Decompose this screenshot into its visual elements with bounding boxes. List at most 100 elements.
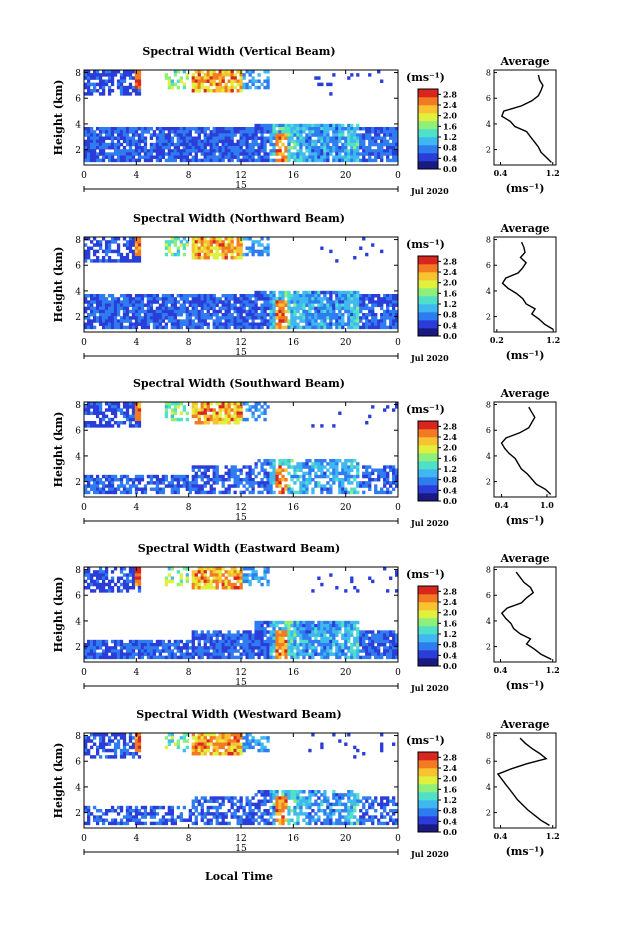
heatmap-cell xyxy=(162,300,165,303)
heatmap-cell xyxy=(302,634,305,637)
heatmap-cell xyxy=(311,130,314,133)
heatmap-cell xyxy=(257,80,260,83)
heatmap-cell xyxy=(359,640,362,643)
heatmap-cell xyxy=(326,300,329,303)
heatmap-cell xyxy=(248,408,251,411)
heatmap-cell xyxy=(117,137,120,140)
heatmap-cell xyxy=(290,294,293,297)
heatmap-cell xyxy=(314,637,317,640)
heatmap-cell xyxy=(314,310,317,313)
heatmap-cell xyxy=(204,472,207,475)
heatmap-cell xyxy=(302,159,305,162)
heatmap-cell xyxy=(228,646,231,649)
heatmap-cell xyxy=(108,405,111,408)
heatmap-cell xyxy=(189,653,192,656)
heatmap-cell xyxy=(105,323,108,326)
heatmap-cell xyxy=(219,577,222,580)
heatmap-cell xyxy=(338,646,341,649)
heatmap-cell xyxy=(362,237,365,240)
colorbar-swatch xyxy=(418,256,438,264)
heatmap-cell xyxy=(269,481,272,484)
heatmap-cell xyxy=(374,304,377,307)
heatmap-cell xyxy=(308,656,311,659)
heatmap-cell xyxy=(266,567,269,570)
heatmap-cell xyxy=(257,472,260,475)
heatmap-cell xyxy=(323,159,326,162)
heatmap-cell xyxy=(347,297,350,300)
heatmap-cell xyxy=(308,297,311,300)
heatmap-cell xyxy=(156,649,159,652)
heatmap-cell xyxy=(389,577,392,580)
heatmap-cell xyxy=(129,491,132,494)
heatmap-cell xyxy=(102,297,105,300)
heatmap-cell xyxy=(350,653,353,656)
heatmap-cell xyxy=(237,237,240,240)
heatmap-cell xyxy=(320,621,323,624)
heatmap-cell xyxy=(275,649,278,652)
heatmap-cell xyxy=(105,567,108,570)
heatmap-cell xyxy=(132,567,135,570)
heatmap-cell xyxy=(353,624,356,627)
heatmap-cell xyxy=(144,152,147,155)
heatmap-cell xyxy=(353,326,356,329)
heatmap-cell xyxy=(329,294,332,297)
heatmap-cell xyxy=(329,459,332,462)
heatmap-cell xyxy=(350,649,353,652)
heatmap-cell xyxy=(323,624,326,627)
x-tick-label: 12 xyxy=(235,503,246,513)
heatmap-cell xyxy=(165,412,168,415)
heatmap-cell xyxy=(302,491,305,494)
heatmap-cell xyxy=(177,86,180,89)
heatmap-cell xyxy=(117,643,120,646)
heatmap-cell xyxy=(120,412,123,415)
heatmap-cell xyxy=(228,237,231,240)
heatmap-cell xyxy=(305,465,308,468)
heatmap-cell xyxy=(251,156,254,159)
heatmap-cell xyxy=(326,310,329,313)
heatmap-cell xyxy=(138,149,141,152)
heatmap-cell xyxy=(260,649,263,652)
heatmap-cell xyxy=(329,465,332,468)
heatmap-cell xyxy=(105,656,108,659)
colorbar-tick-label: 2.0 xyxy=(443,278,457,288)
heatmap-cell xyxy=(171,130,174,133)
heatmap-cell xyxy=(305,653,308,656)
heatmap-cell xyxy=(243,76,246,79)
heatmap-cell xyxy=(135,247,138,250)
heatmap-cell xyxy=(272,323,275,326)
heatmap-cell xyxy=(90,656,93,659)
heatmap-cell xyxy=(251,294,254,297)
heatmap-cell xyxy=(290,140,293,143)
heatmap-cell xyxy=(135,323,138,326)
heatmap-cell xyxy=(368,127,371,130)
heatmap-cell xyxy=(153,643,156,646)
heatmap-cell xyxy=(248,316,251,319)
heatmap-cell xyxy=(111,310,114,313)
heatmap-cell xyxy=(171,577,174,580)
profile-y-tick-label: 4 xyxy=(486,287,491,296)
heatmap-cell xyxy=(150,159,153,162)
heatmap-cell xyxy=(174,484,177,487)
heatmap-cell xyxy=(237,319,240,322)
heatmap-cell xyxy=(189,323,192,326)
heatmap-cell xyxy=(368,649,371,652)
heatmap-cell xyxy=(186,313,189,316)
heatmap-cell xyxy=(392,326,395,329)
heatmap-cell xyxy=(201,159,204,162)
heatmap-cell xyxy=(329,630,332,633)
colorbar-tick-label: 0.8 xyxy=(443,310,457,320)
heatmap-cell xyxy=(210,73,213,76)
heatmap-cell xyxy=(105,70,108,73)
heatmap-cell xyxy=(204,653,207,656)
heatmap-cell xyxy=(207,137,210,140)
heatmap-cell xyxy=(99,478,102,481)
heatmap-cell xyxy=(207,310,210,313)
heatmap-cell xyxy=(126,326,129,329)
heatmap-cell xyxy=(350,488,353,491)
heatmap-cell xyxy=(237,89,240,92)
heatmap-cell xyxy=(320,304,323,307)
heatmap-cell xyxy=(87,809,90,812)
heatmap-cell xyxy=(153,294,156,297)
heatmap-cell xyxy=(210,488,213,491)
heatmap-cell xyxy=(314,124,317,127)
